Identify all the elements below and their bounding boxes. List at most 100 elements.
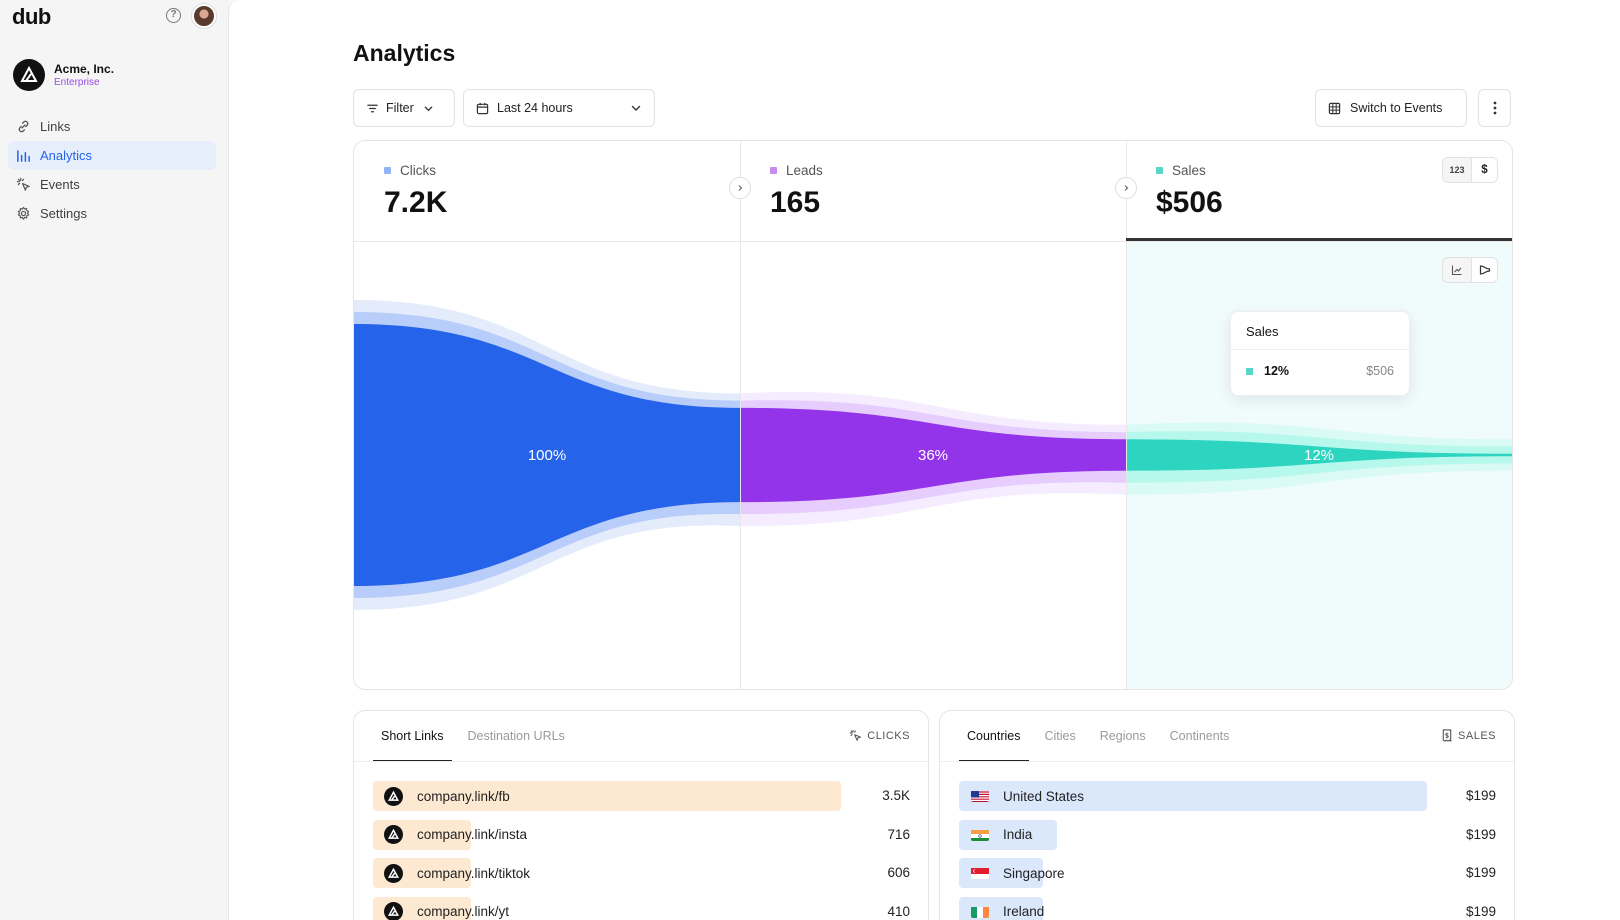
sidebar-item-events[interactable]: Events	[8, 170, 216, 199]
singapore-flag-icon	[971, 867, 989, 879]
list-item[interactable]: company.link/insta 716	[373, 819, 910, 850]
selected-metric-indicator	[1126, 238, 1512, 241]
list-item-label: Singapore	[1003, 865, 1065, 881]
list-item-label: India	[1003, 827, 1033, 842]
list-item[interactable]: company.link/tiktok 606	[373, 858, 910, 888]
funnel-band-leads	[740, 407, 1126, 503]
tab-regions[interactable]: Regions	[1099, 729, 1146, 743]
gear-icon	[17, 206, 30, 220]
calendar-icon	[476, 102, 489, 114]
list-item-label: company.link/tiktok	[417, 865, 531, 881]
tooltip-value: $506	[1366, 364, 1394, 378]
list-item-value: 716	[887, 826, 910, 842]
sales-swatch	[1246, 367, 1253, 375]
sales-tooltip: Sales 12% $506	[1230, 311, 1410, 396]
metric-label: Leads	[786, 163, 823, 178]
link-favicon-icon	[384, 863, 403, 883]
chevron-down-icon	[424, 105, 433, 111]
india-flag-icon	[971, 829, 989, 841]
funnel-percent-label: 100%	[528, 447, 566, 464]
switch-to-events-label: Switch to Events	[1350, 101, 1443, 115]
list-item-label: company.link/fb	[417, 788, 510, 804]
more-vertical-icon	[1493, 101, 1496, 115]
list-item[interactable]: India $199	[959, 819, 1496, 850]
list-item[interactable]: company.link/fb 3.5K	[373, 781, 910, 811]
countries-list: United States $199 India $199 Singapore …	[959, 781, 1496, 920]
workspace-switcher[interactable]: Acme, Inc. Enterprise	[13, 59, 114, 91]
tab-cities[interactable]: Cities	[1044, 729, 1076, 743]
list-item-value: $199	[1465, 826, 1496, 842]
list-item[interactable]: United States $199	[959, 781, 1496, 811]
panel-metric-label: SALES	[1458, 729, 1496, 742]
list-item-value: $199	[1465, 903, 1496, 919]
metric-leads[interactable]: Leads 165	[740, 141, 1126, 241]
list-item-label: Ireland	[1003, 904, 1045, 919]
sidebar-item-analytics[interactable]: Analytics	[8, 141, 216, 170]
funnel-chart: 100% 36% 12%	[354, 300, 1512, 610]
sidebar-item-label: Links	[40, 119, 71, 134]
date-range-picker[interactable]: Last 24 hours	[463, 89, 655, 127]
dub-logo[interactable]: dub	[12, 4, 51, 29]
filter-button[interactable]: Filter	[353, 89, 455, 127]
user-avatar[interactable]	[192, 4, 216, 28]
sidebar-item-links[interactable]: Links	[8, 112, 216, 141]
sales-unit-toggle: 123 $	[1442, 157, 1498, 183]
us-flag-icon	[971, 790, 989, 802]
funnel-chart-icon[interactable]	[1471, 258, 1497, 282]
switch-to-events-button[interactable]: Switch to Events	[1315, 89, 1467, 127]
list-item-label: company.link/yt	[417, 904, 510, 919]
tab-countries[interactable]: Countries	[959, 711, 1029, 762]
page-title: Analytics	[353, 40, 456, 66]
currency-toggle[interactable]: $	[1471, 158, 1497, 182]
tab-destination-urls[interactable]: Destination URLs	[467, 729, 565, 743]
metric-label: Sales	[1172, 163, 1206, 178]
sidebar-item-label: Analytics	[40, 148, 93, 163]
filter-label: Filter	[386, 101, 414, 115]
link-favicon-icon	[384, 825, 403, 844]
chevron-down-icon	[631, 105, 641, 111]
funnel-percent-label: 12%	[1304, 447, 1334, 464]
sales-swatch	[1156, 167, 1163, 174]
more-options-button[interactable]	[1478, 89, 1511, 127]
panel-metric-sales[interactable]: SALES	[1441, 729, 1496, 742]
date-range-label: Last 24 hours	[497, 101, 573, 115]
main-content: Analytics Filter Last 24 hours Switch to…	[228, 0, 1620, 920]
bar-chart-icon	[17, 150, 30, 162]
panel-metric-clicks[interactable]: CLICKS	[849, 729, 910, 742]
funnel-band-sales	[1126, 439, 1512, 471]
chevron-right-icon[interactable]	[729, 177, 751, 199]
metric-clicks[interactable]: Clicks 7.2K	[354, 141, 740, 241]
metric-value: 7.2K	[384, 186, 448, 219]
divider	[354, 241, 1512, 242]
chart-type-toggle	[1442, 257, 1498, 283]
metric-label: Clicks	[400, 163, 436, 178]
count-toggle[interactable]: 123	[1449, 165, 1465, 175]
cursor-rays-icon	[849, 729, 862, 741]
link-icon	[18, 120, 29, 133]
list-item[interactable]: company.link/yt 410	[373, 896, 910, 920]
chevron-right-icon[interactable]	[1115, 177, 1137, 199]
link-favicon-icon	[384, 902, 403, 920]
funnel-percent-label: 36%	[918, 447, 948, 464]
metric-value: $506	[1156, 186, 1223, 219]
list-item[interactable]: Ireland $199	[959, 896, 1496, 920]
list-item-value: 410	[887, 903, 910, 919]
divider	[1126, 141, 1127, 689]
list-item-label: United States	[1003, 788, 1085, 804]
list-item-value: $199	[1465, 788, 1496, 803]
tab-short-links[interactable]: Short Links	[373, 711, 452, 762]
funnel-band-clicks	[354, 324, 740, 586]
workspace-plan: Enterprise	[54, 77, 100, 88]
clicks-swatch	[384, 167, 391, 174]
tooltip-title: Sales	[1231, 312, 1409, 350]
tab-continents[interactable]: Continents	[1169, 729, 1230, 743]
list-item-bar	[959, 781, 1427, 811]
line-chart-icon[interactable]	[1443, 258, 1471, 282]
list-item[interactable]: Singapore $199	[959, 858, 1496, 888]
sidebar-item-settings[interactable]: Settings	[8, 199, 216, 228]
metric-sales[interactable]: Sales $506	[1126, 141, 1512, 241]
help-icon[interactable]: ?	[166, 8, 181, 23]
sidebar: dub ? Acme, Inc. Enterprise Links Analyt…	[0, 0, 228, 920]
filter-icon	[367, 104, 378, 112]
metric-value: 165	[770, 186, 821, 219]
